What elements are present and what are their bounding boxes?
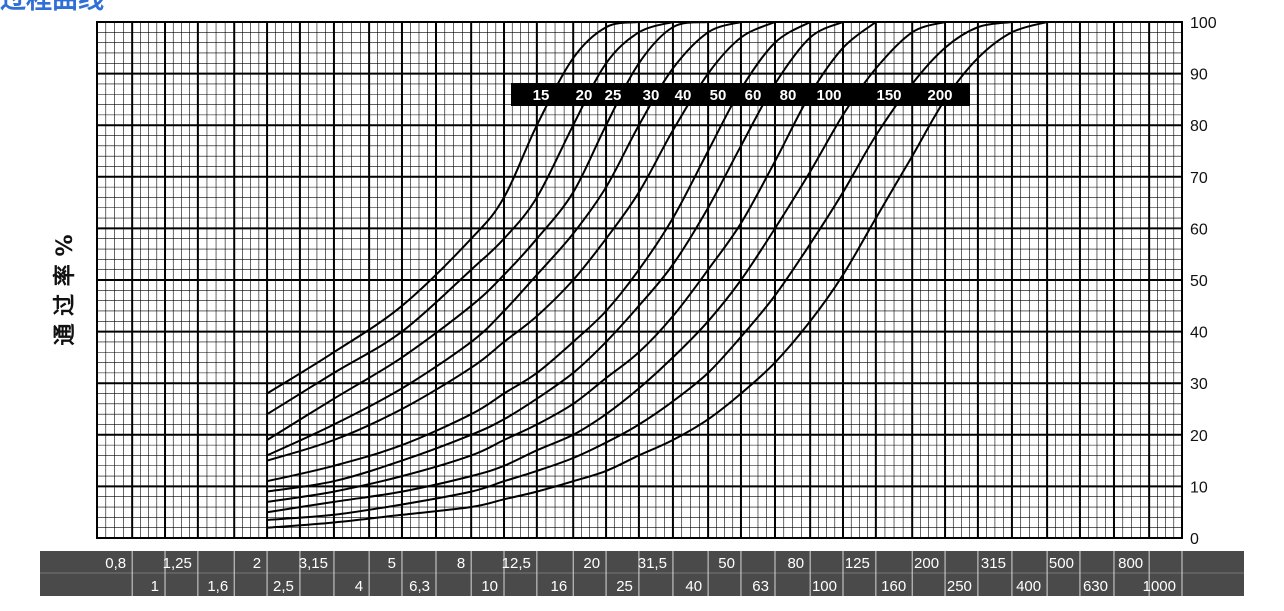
x-tick-label-top: 3,15	[299, 555, 328, 572]
x-tick-label-bottom: 25	[616, 578, 633, 595]
x-tick-label-bottom: 160	[881, 578, 906, 595]
series-line-8	[266, 21, 877, 503]
x-tick-label-bottom: 63	[752, 578, 769, 595]
x-tick-label-top: 8	[457, 555, 465, 572]
curve-label: 30	[643, 87, 660, 104]
x-tick-label-bottom: 4	[355, 578, 363, 595]
y-tick-label: 80	[1190, 118, 1208, 135]
y-tick-label: 20	[1190, 428, 1208, 445]
x-tick-label-top: 0,8	[105, 555, 126, 572]
curve-label: 80	[780, 87, 797, 104]
curve-label: 60	[745, 87, 762, 104]
title-fragment: 过程曲线	[0, 0, 104, 15]
y-tick-label: 10	[1190, 479, 1208, 496]
y-tick-label: 50	[1190, 273, 1208, 290]
y-axis-ticks: 0 10 20 30 40 50 60 70 80 90 100	[1190, 15, 1217, 548]
series-line-1	[266, 21, 640, 395]
x-tick-label-top: 80	[787, 555, 804, 572]
x-tick-label-top: 31,5	[638, 555, 667, 572]
curve-label: 50	[710, 87, 727, 104]
y-axis-label: 通 过 率 %	[52, 234, 78, 345]
x-tick-label-top: 800	[1118, 555, 1143, 572]
x-tick-label-bottom: 630	[1083, 578, 1108, 595]
series-line-3	[266, 21, 709, 441]
y-tick-label: 40	[1190, 325, 1208, 342]
series-line-5	[266, 21, 776, 462]
x-tick-label-bottom: 6,3	[409, 578, 430, 595]
x-axis-bar: 0,8 1,25 2 3,15 5 8 12,5 20 31,5 50 80 125 200 315 500…	[40, 551, 1244, 596]
curve-label: 40	[675, 87, 692, 104]
x-tick-label-top: 125	[845, 555, 870, 572]
x-tick-label-bottom: 2,5	[273, 578, 294, 595]
series-line-4	[266, 21, 742, 457]
x-tick-label-bottom: 400	[1016, 578, 1041, 595]
curve-label: 200	[927, 87, 952, 104]
x-tick-label-top: 12,5	[502, 555, 531, 572]
x-tick-label-top: 2	[253, 555, 261, 572]
x-tick-label-top: 315	[981, 555, 1006, 572]
curve-label-bar: 15 20 25 30 40 50 60 80 100 150 200	[511, 83, 970, 106]
y-tick-label: 70	[1190, 170, 1208, 187]
x-tick-label-bottom: 1	[151, 578, 159, 595]
curve-label: 150	[876, 87, 901, 104]
x-tick-label-bottom: 100	[812, 578, 837, 595]
x-tick-label-bottom: 10	[481, 578, 498, 595]
x-tick-label-top: 20	[583, 555, 600, 572]
y-tick-label: 100	[1190, 15, 1217, 32]
y-tick-label: 30	[1190, 376, 1208, 393]
curve-label: 100	[816, 87, 841, 104]
curve-label: 25	[605, 87, 622, 104]
x-tick-label-bottom: 1000	[1143, 578, 1176, 595]
x-tick-label-bottom: 40	[685, 578, 702, 595]
series-line-2	[266, 21, 674, 416]
x-tick-label-top: 5	[388, 555, 396, 572]
grid	[96, 21, 1183, 539]
x-tick-label-top: 1,25	[163, 555, 192, 572]
x-tick-label-top: 200	[914, 555, 939, 572]
y-tick-label: 60	[1190, 221, 1208, 238]
x-tick-label-top: 50	[718, 555, 735, 572]
curves	[266, 21, 1048, 529]
x-tick-label-top: 500	[1049, 555, 1074, 572]
curve-label-bar-bg	[511, 83, 970, 106]
y-tick-label: 90	[1190, 67, 1208, 84]
x-tick-label-bottom: 250	[947, 578, 972, 595]
curve-label: 20	[576, 87, 593, 104]
y-tick-label: 0	[1190, 531, 1199, 548]
x-tick-label-bottom: 16	[551, 578, 568, 595]
series-line-11	[267, 21, 1048, 529]
x-tick-label-bottom: 1,6	[207, 578, 228, 595]
curve-label: 15	[533, 87, 550, 104]
series-line-9	[266, 21, 946, 514]
y-axis-label-text: 通 过 率 %	[52, 234, 78, 345]
